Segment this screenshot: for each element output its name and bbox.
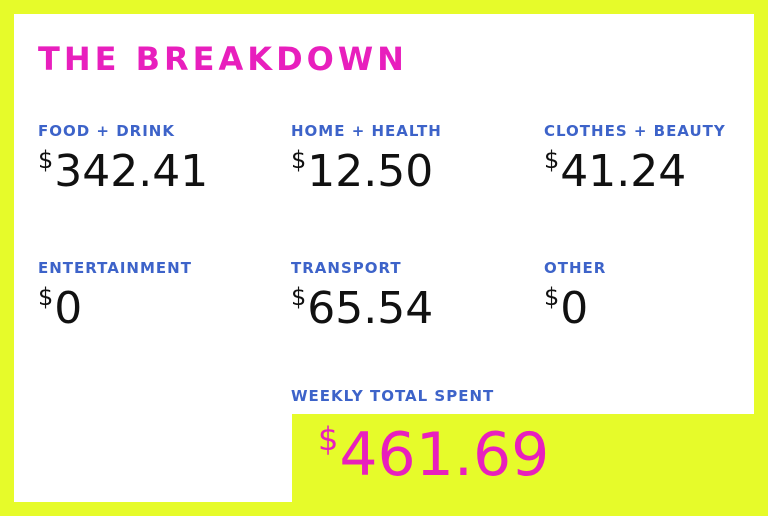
- category-amount-home-health: $12.50: [291, 148, 433, 194]
- breakdown-panel-lower: [14, 414, 292, 502]
- currency-symbol: $: [291, 283, 307, 311]
- currency-symbol: $: [544, 146, 560, 174]
- amount-value: 12.50: [307, 146, 434, 197]
- currency-symbol: $: [38, 283, 54, 311]
- category-label-food-drink: FOOD + DRINK: [38, 122, 175, 140]
- amount-value: 342.41: [54, 146, 209, 197]
- currency-symbol: $: [291, 146, 307, 174]
- weekly-total-label: WEEKLY TOTAL SPENT: [291, 387, 495, 405]
- category-label-entertainment: ENTERTAINMENT: [38, 259, 192, 277]
- breakdown-title: THE BREAKDOWN: [38, 40, 408, 78]
- category-amount-food-drink: $342.41: [38, 148, 208, 194]
- category-label-transport: TRANSPORT: [291, 259, 402, 277]
- amount-value: 0: [54, 283, 83, 334]
- category-label-clothes-beauty: CLOTHES + BEAUTY: [544, 122, 726, 140]
- total-value: 461.69: [339, 420, 550, 490]
- currency-symbol: $: [318, 420, 339, 458]
- breakdown-panel: [14, 14, 754, 414]
- currency-symbol: $: [544, 283, 560, 311]
- category-amount-entertainment: $0: [38, 285, 82, 331]
- weekly-total-amount: $461.69: [318, 423, 549, 485]
- amount-value: 65.54: [307, 283, 434, 334]
- currency-symbol: $: [38, 146, 54, 174]
- category-label-other: OTHER: [544, 259, 607, 277]
- amount-value: 41.24: [560, 146, 687, 197]
- category-amount-other: $0: [544, 285, 588, 331]
- category-amount-transport: $65.54: [291, 285, 433, 331]
- category-label-home-health: HOME + HEALTH: [291, 122, 442, 140]
- category-amount-clothes-beauty: $41.24: [544, 148, 686, 194]
- amount-value: 0: [560, 283, 589, 334]
